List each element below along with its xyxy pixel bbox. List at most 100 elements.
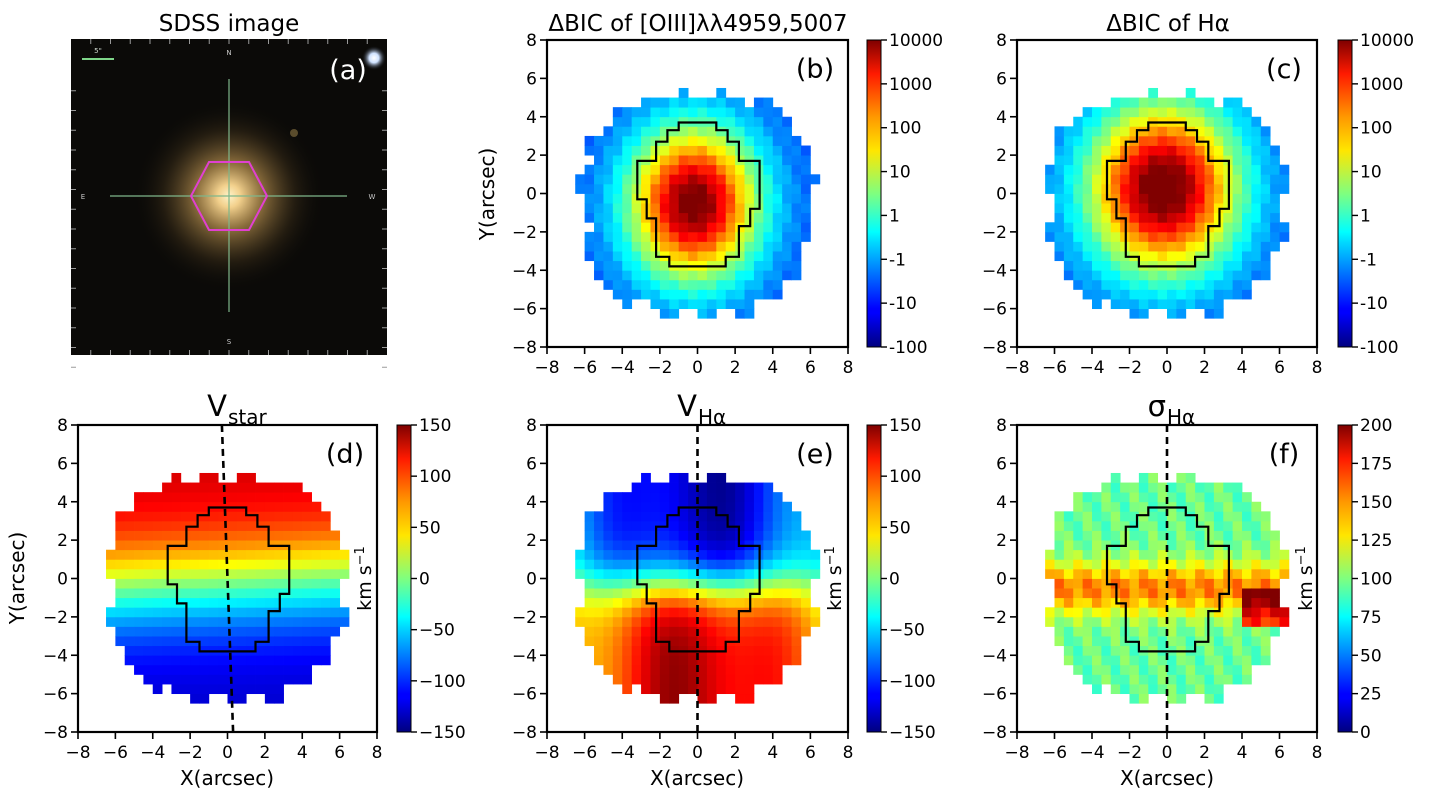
heatmap-cell xyxy=(631,616,642,627)
heatmap-cell xyxy=(1101,251,1112,262)
heatmap-cell xyxy=(669,164,680,175)
x-tick-label: 4 xyxy=(767,743,778,763)
x-tick-label: −4 xyxy=(1079,743,1104,763)
heatmap-cell xyxy=(1260,626,1271,637)
heatmap-cell xyxy=(1138,674,1149,685)
heatmap-cell xyxy=(641,126,651,137)
heatmap-cell xyxy=(688,559,698,570)
heatmap-cell xyxy=(208,684,219,695)
heatmap-cell xyxy=(706,270,717,281)
heatmap-cell xyxy=(283,616,294,627)
heatmap-cell xyxy=(725,155,736,166)
y-tick-label: 2 xyxy=(57,531,68,551)
heatmap-cell xyxy=(725,492,736,503)
heatmap-cell xyxy=(1185,155,1196,166)
heatmap-cell xyxy=(1129,174,1140,185)
heatmap-cell xyxy=(1110,299,1121,310)
heatmap-cell xyxy=(594,135,604,146)
heatmap-cell xyxy=(1092,540,1102,551)
heatmap-cell xyxy=(227,607,238,618)
heatmap-cell xyxy=(716,155,727,166)
heatmap-cell xyxy=(782,626,792,637)
heatmap-cell xyxy=(180,482,191,493)
heatmap-cell xyxy=(302,511,312,522)
heatmap-cell xyxy=(1213,164,1224,175)
heatmap-cell xyxy=(697,693,708,704)
heatmap-cell xyxy=(1092,212,1102,223)
heatmap-cell xyxy=(1082,655,1093,666)
heatmap-cell xyxy=(688,530,698,541)
heatmap-cell xyxy=(1101,664,1112,675)
colorbar-tick-label: 125 xyxy=(1360,531,1392,551)
heatmap-cell xyxy=(753,501,764,512)
heatmap-cell xyxy=(1232,135,1243,146)
heatmap-cell xyxy=(171,655,182,666)
colorbar-tick-label: 100 xyxy=(889,467,921,487)
heatmap-cell xyxy=(1176,203,1187,214)
heatmap-cell xyxy=(1204,174,1215,185)
y-tick-label: −4 xyxy=(982,646,1007,666)
heatmap-cell xyxy=(134,626,144,637)
heatmap-cell xyxy=(603,212,614,223)
heatmap-cell xyxy=(1270,549,1280,560)
heatmap-cell xyxy=(1185,616,1196,627)
heatmap-cell xyxy=(1270,540,1280,551)
heatmap-cell xyxy=(622,540,633,551)
heatmap-cell xyxy=(180,559,191,570)
heatmap-cell xyxy=(1185,279,1196,290)
heatmap-cell xyxy=(1101,222,1112,233)
heatmap-cell xyxy=(255,626,266,637)
heatmap-cell xyxy=(763,549,774,560)
heatmap-cell xyxy=(612,222,623,233)
heatmap-cell xyxy=(255,568,266,579)
heatmap-cell xyxy=(1157,674,1168,685)
heatmap-cell xyxy=(650,559,661,570)
heatmap-cell xyxy=(1213,626,1224,637)
heatmap-cell xyxy=(650,588,661,599)
heatmap-cell xyxy=(1129,145,1140,156)
heatmap-cell xyxy=(688,549,698,560)
heatmap-cell xyxy=(603,578,614,589)
heatmap-cell xyxy=(1092,231,1102,242)
heatmap-cell xyxy=(1176,472,1187,483)
heatmap-cell xyxy=(716,241,727,252)
heatmap-cell xyxy=(612,626,623,637)
heatmap-cell xyxy=(1157,607,1168,618)
heatmap-cell xyxy=(1129,203,1140,214)
heatmap-cell xyxy=(1110,616,1121,627)
heatmap-cell xyxy=(236,511,247,522)
x-tick-label: 8 xyxy=(843,743,854,763)
heatmap-cell xyxy=(753,645,764,656)
heatmap-cell xyxy=(688,482,698,493)
heatmap-cell xyxy=(772,203,783,214)
heatmap-cell xyxy=(1073,530,1084,541)
heatmap-cell xyxy=(330,540,341,551)
heatmap-cell xyxy=(1260,530,1271,541)
heatmap-cell xyxy=(791,530,802,541)
heatmap-cell xyxy=(697,549,708,560)
heatmap-cell xyxy=(706,530,717,541)
heatmap-cell xyxy=(1082,549,1093,560)
heatmap-cell xyxy=(697,674,708,685)
heatmap-cell xyxy=(716,588,727,599)
heatmap-cell xyxy=(1185,492,1196,503)
heatmap-cell xyxy=(753,655,764,666)
heatmap-cell xyxy=(1120,97,1130,108)
heatmap-cell xyxy=(650,260,661,271)
heatmap-cell xyxy=(1195,492,1205,503)
heatmap-cell xyxy=(744,511,755,522)
heatmap-cell xyxy=(1242,664,1252,675)
heatmap-cell xyxy=(292,636,303,647)
colorbar-tick-label: 1000 xyxy=(889,75,932,95)
heatmap-cell xyxy=(716,279,727,290)
heatmap-cell xyxy=(1129,193,1140,204)
heatmap-cell xyxy=(612,155,623,166)
heatmap-cell xyxy=(1110,492,1121,503)
heatmap-cell xyxy=(255,664,266,675)
heatmap-cell xyxy=(180,684,191,695)
heatmap-cell xyxy=(772,222,783,233)
heatmap-cell xyxy=(782,251,792,262)
heatmap-cell xyxy=(1073,540,1084,551)
colorbar-tick-label: 50 xyxy=(419,518,441,538)
heatmap-cell xyxy=(1176,655,1187,666)
